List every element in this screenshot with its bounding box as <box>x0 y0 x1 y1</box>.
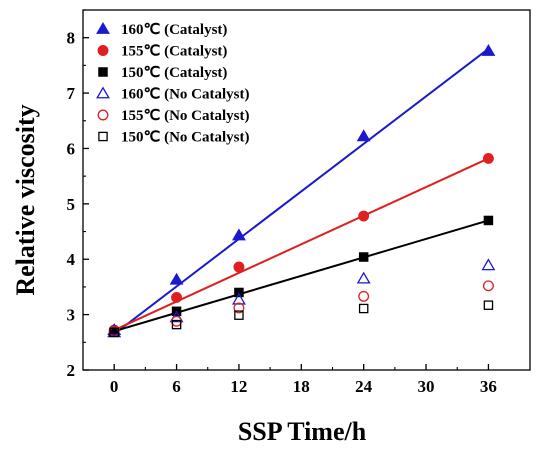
x-tick-label: 24 <box>355 377 373 396</box>
legend-label-2: 150℃ (Catalyst) <box>121 65 227 81</box>
legend-marker-2 <box>98 67 108 77</box>
x-tick-label: 6 <box>172 377 181 396</box>
data-point-series-2 <box>483 215 494 226</box>
data-point-series-0 <box>232 228 246 241</box>
data-point-series-1 <box>358 210 370 222</box>
fit-line-series-1 <box>113 157 489 332</box>
legend-label-4: 155℃ (No Catalyst) <box>121 108 250 124</box>
data-point-series-3 <box>481 258 496 271</box>
data-point-series-2 <box>358 252 369 262</box>
x-tick-label: 30 <box>418 377 435 396</box>
legend-marker-4 <box>97 109 109 121</box>
y-tick-label: 2 <box>67 361 76 380</box>
y-tick-label: 7 <box>67 84 76 103</box>
y-axis-title: Relative viscosity <box>11 104 40 295</box>
data-point-series-5 <box>483 300 494 310</box>
data-point-series-0 <box>481 43 496 56</box>
data-point-series-0 <box>169 272 184 285</box>
x-tick-label: 36 <box>480 377 497 396</box>
data-point-series-5 <box>358 303 369 314</box>
data-point-series-4 <box>171 315 183 327</box>
x-tick-label: 12 <box>230 377 247 396</box>
legend: 160℃ (Catalyst) 155℃ (Catalyst) 150℃ (Cata… <box>96 22 250 146</box>
fit-line-series-2 <box>113 219 489 333</box>
data-points <box>107 43 496 338</box>
legend-marker-3 <box>96 86 110 99</box>
data-point-series-0 <box>356 129 371 142</box>
data-point-series-5 <box>109 327 119 338</box>
data-point-series-3 <box>107 323 122 336</box>
y-tick-label: 8 <box>67 29 76 48</box>
axis-ticks: 0 6 12 18 24 30 36 2 3 4 5 6 7 8 <box>67 9 497 396</box>
y-tick-label: 3 <box>67 306 76 325</box>
data-point-series-3 <box>356 271 371 284</box>
x-axis-title: SSP Time/h <box>238 417 367 446</box>
x-tick-label: 18 <box>293 377 310 396</box>
y-tick-label: 6 <box>67 139 76 158</box>
x-tick-label: 0 <box>110 377 119 396</box>
data-point-series-1 <box>233 261 245 273</box>
legend-marker-0 <box>96 22 110 34</box>
data-point-series-1 <box>171 291 183 303</box>
y-tick-label: 4 <box>67 250 76 269</box>
data-point-series-4 <box>358 290 370 302</box>
fit-line-series-0 <box>113 47 490 335</box>
data-point-series-5 <box>171 319 182 330</box>
data-point-series-4 <box>482 280 494 292</box>
data-point-series-2 <box>234 287 244 298</box>
legend-label-0: 160℃ (Catalyst) <box>121 22 227 38</box>
data-point-series-1 <box>482 152 494 164</box>
legend-marker-1 <box>97 45 109 56</box>
y-tick-label: 5 <box>67 195 76 214</box>
legend-label-1: 155℃ (Catalyst) <box>121 44 227 60</box>
plot-border <box>82 9 531 371</box>
legend-label-3: 160℃ (No Catalyst) <box>121 87 250 103</box>
plot-frame <box>82 9 531 371</box>
legend-marker-5 <box>98 131 108 142</box>
legend-label-5: 150℃ (No Catalyst) <box>121 130 250 146</box>
data-point-series-5 <box>234 310 244 320</box>
data-point-series-4 <box>233 302 245 314</box>
data-point-series-3 <box>232 292 246 305</box>
